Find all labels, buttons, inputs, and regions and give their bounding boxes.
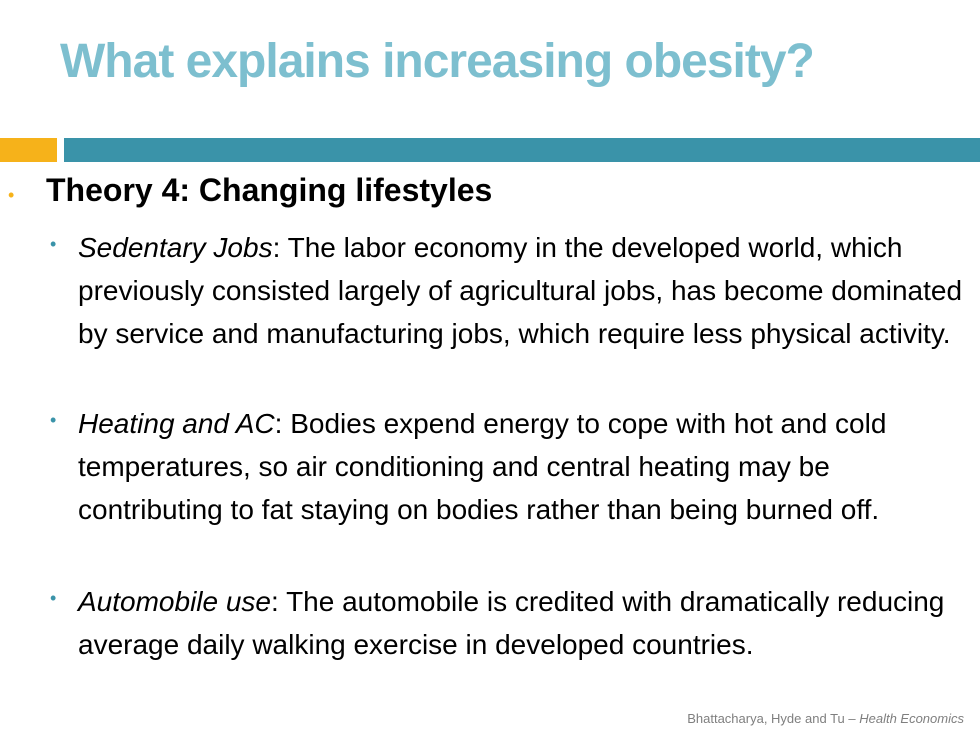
bullet-body: : The automobile is credited with dramat… xyxy=(78,586,945,660)
bullet-dot-icon: • xyxy=(50,410,57,430)
accent-bar-teal xyxy=(64,138,980,162)
source-footer: Bhattacharya, Hyde and Tu – Health Econo… xyxy=(687,711,964,726)
bullet-heating-ac: • Heating and AC: Bodies expend energy t… xyxy=(50,402,975,531)
heading-bullet: • Theory 4: Changing lifestyles xyxy=(8,172,492,209)
bullet-dot-icon: • xyxy=(50,588,57,608)
bullet-body: : The labor economy in the developed wor… xyxy=(78,232,963,349)
bullet-sedentary-jobs: • Sedentary Jobs: The labor economy in t… xyxy=(50,226,975,355)
slide-title: What explains increasing obesity? xyxy=(60,35,815,88)
bullet-text: Heating and AC: Bodies expend energy to … xyxy=(78,402,975,531)
bullet-body: : Bodies expend energy to cope with hot … xyxy=(78,408,887,525)
accent-bar-orange xyxy=(0,138,57,162)
bullet-term: Sedentary Jobs xyxy=(78,232,273,263)
footer-book: Health Economics xyxy=(859,711,964,726)
bullet-term: Automobile use xyxy=(78,586,272,617)
bullet-text: Automobile use: The automobile is credit… xyxy=(78,580,975,666)
bullet-automobile-use: • Automobile use: The automobile is cred… xyxy=(50,580,975,666)
footer-authors: Bhattacharya, Hyde and Tu – xyxy=(687,711,860,726)
bullet-text: Sedentary Jobs: The labor economy in the… xyxy=(78,226,975,355)
bullet-dot-icon: • xyxy=(8,185,15,205)
bullet-term: Heating and AC xyxy=(78,408,275,439)
theory-heading: Theory 4: Changing lifestyles xyxy=(46,172,493,208)
bullet-dot-icon: • xyxy=(50,234,57,254)
